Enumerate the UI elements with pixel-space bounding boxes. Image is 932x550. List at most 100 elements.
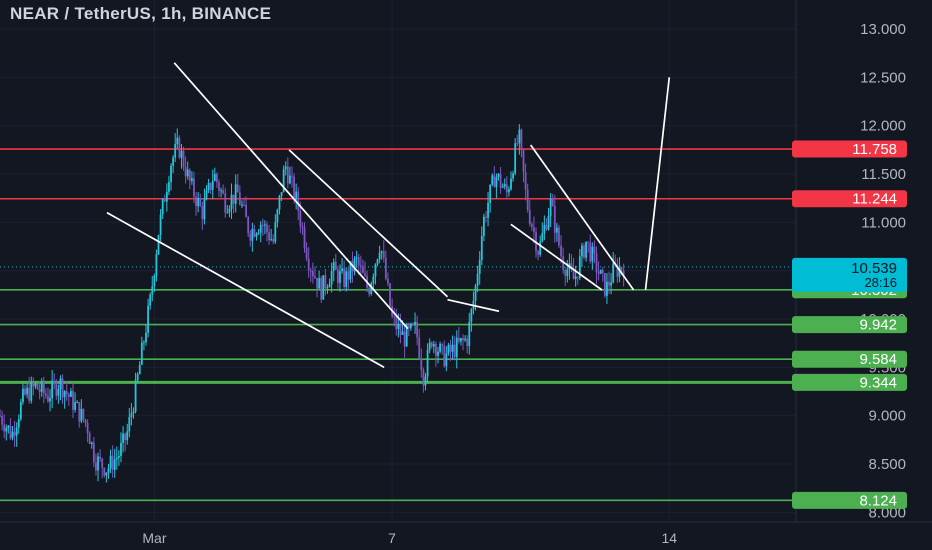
candle-body: [201, 206, 204, 220]
candle-body: [389, 283, 391, 307]
candle-body: [345, 271, 348, 287]
candle-body: [570, 263, 573, 270]
candle-body: [476, 273, 479, 286]
candle-body: [51, 380, 54, 399]
level-label: 11.758: [852, 141, 897, 158]
candle-body: [522, 149, 525, 173]
candle-body: [122, 433, 124, 443]
candle-body: [545, 225, 548, 230]
candle-body: [530, 223, 533, 228]
candle-body: [397, 323, 400, 329]
candle-body: [595, 253, 598, 273]
candle-body: [124, 433, 127, 441]
candle-body: [620, 267, 623, 271]
candle-body: [182, 150, 185, 168]
time-axis[interactable]: Mar 7 14: [142, 530, 677, 546]
y-tick-label: 13.000: [860, 21, 906, 38]
candle-body: [528, 210, 531, 224]
candle-body: [603, 273, 606, 296]
candle-body: [487, 202, 489, 218]
candle-body: [149, 294, 152, 306]
candle-body: [362, 266, 364, 273]
candle-body: [564, 269, 567, 276]
candle-body: [314, 276, 316, 278]
candle-body: [86, 422, 89, 434]
trendline: [510, 223, 603, 291]
candle-body: [551, 198, 554, 206]
candle-body: [549, 198, 552, 216]
candle-body: [47, 396, 49, 402]
candle-body: [378, 252, 381, 260]
candle-body: [618, 267, 621, 277]
level-label: 11.244: [852, 191, 897, 208]
candle-body: [113, 459, 116, 470]
candle-body: [0, 415, 1, 417]
candle-body: [105, 472, 108, 476]
candle-body: [120, 442, 122, 456]
candle-body: [470, 309, 473, 322]
candle-body: [184, 167, 187, 177]
candle-body: [462, 338, 464, 341]
candle-body: [349, 261, 352, 280]
candle-body: [134, 380, 137, 412]
candle-body: [49, 398, 51, 402]
candle-body: [72, 390, 74, 410]
candle-body: [401, 331, 404, 335]
candle-body: [380, 251, 383, 253]
candle-body: [74, 402, 76, 410]
grid: [0, 0, 796, 522]
candle-body: [560, 245, 562, 257]
candle-body: [457, 337, 460, 342]
candle-body: [426, 349, 429, 377]
candle-body: [232, 194, 235, 204]
candle-body: [468, 321, 471, 347]
candle-body: [7, 425, 10, 428]
candle-body: [251, 228, 254, 241]
candle-body: [407, 325, 410, 329]
candle-body: [307, 258, 310, 271]
candle-body: [395, 316, 398, 329]
candle-body: [274, 222, 277, 242]
level-label: 9.344: [859, 374, 897, 391]
x-tick-label: Mar: [142, 530, 166, 546]
candle-body: [34, 383, 37, 387]
candle-body: [245, 204, 248, 218]
candle-body: [165, 191, 168, 202]
candle-body: [370, 283, 373, 294]
candle-body: [22, 388, 24, 403]
candle-body: [284, 166, 287, 170]
level-label: 9.584: [859, 351, 897, 368]
candle-body: [520, 129, 523, 150]
candle-body: [17, 419, 20, 428]
candle-body: [261, 224, 264, 226]
candle-body: [299, 210, 302, 227]
candle-body: [451, 344, 454, 352]
candle-body: [24, 388, 26, 395]
candle-body: [518, 129, 521, 144]
level-label-bg: [792, 491, 907, 509]
candle-body: [53, 380, 56, 383]
candle-body: [601, 269, 604, 274]
candle-body: [155, 254, 158, 276]
candle-body: [13, 431, 16, 436]
candle-body: [322, 275, 325, 300]
candle-body: [553, 205, 556, 233]
candle-body: [157, 235, 160, 255]
candle-body: [55, 382, 58, 396]
candle-body: [414, 321, 416, 325]
y-tick-label: 12.500: [860, 69, 906, 86]
level-label-bg: [792, 373, 907, 391]
candle-body: [163, 199, 166, 202]
candle-body: [455, 337, 458, 358]
candle-body: [357, 257, 360, 266]
candle-body: [195, 196, 197, 207]
candle-body: [207, 182, 210, 191]
candle-body: [145, 332, 147, 343]
candle-body: [209, 182, 212, 190]
y-tick-label: 11.500: [861, 166, 906, 183]
candle-body: [524, 172, 527, 190]
candle-body: [593, 246, 596, 254]
candle-body: [103, 467, 106, 476]
candle-body: [311, 270, 314, 277]
